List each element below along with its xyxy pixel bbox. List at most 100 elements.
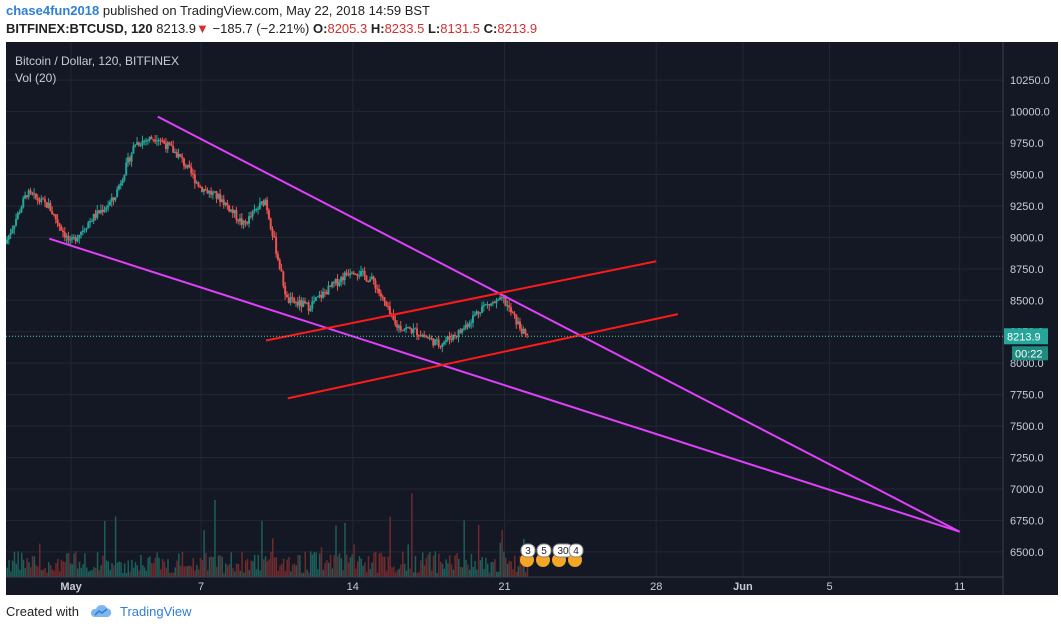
volume-bar [31, 556, 34, 577]
volume-bar [459, 566, 462, 577]
volume-bar [470, 553, 473, 577]
candle-body [220, 199, 223, 202]
candle-body [201, 187, 204, 192]
publish-info: chase4fun2018 published on TradingView.c… [6, 3, 430, 18]
volume-bar [351, 554, 353, 577]
volume-bar [170, 572, 173, 577]
volume-bar [194, 570, 196, 577]
price-chart[interactable]: 3 5 30 4 6500.06750.07000.07250.07500.07750… [6, 42, 1058, 595]
candle-body [504, 297, 507, 306]
candle-body [336, 278, 339, 286]
candle-body [107, 205, 110, 208]
candle-body [114, 197, 117, 201]
candle-body [42, 198, 45, 200]
trendline [157, 115, 961, 533]
candle-body [123, 174, 126, 181]
volume-bar [524, 572, 527, 577]
candle-body [520, 328, 523, 334]
candle-body [197, 182, 200, 187]
volume-bar [378, 553, 381, 577]
volume-bar [176, 560, 178, 577]
candle-body [285, 294, 288, 298]
candle-body [352, 272, 355, 275]
volume-bar [288, 556, 290, 577]
volume-bar [355, 568, 357, 577]
candle-body [464, 324, 467, 329]
volume-bar [477, 524, 480, 577]
candle-body [423, 334, 426, 337]
candle-body [269, 218, 272, 229]
volume-bar [414, 556, 417, 577]
volume-bar [214, 499, 216, 577]
volume-bar [327, 562, 330, 577]
candle-body [524, 329, 527, 334]
time-axis[interactable]: May 7 14 21 28 Jun 5 11 [60, 581, 965, 593]
candle-body [105, 207, 108, 210]
volume-bar [154, 557, 157, 577]
low-value: 8131.5 [440, 21, 481, 36]
chart-frame[interactable]: 3 5 30 4 6500.0 6750.0 7000.0 7250.0 7500.0 7750… [6, 42, 1058, 595]
volume-bar [365, 571, 368, 577]
volume-bar [161, 559, 164, 577]
volume-bar [320, 547, 323, 577]
volume-bar [134, 562, 137, 577]
volume-bar [183, 566, 186, 577]
volume-bar [506, 563, 509, 577]
candle-body [72, 236, 75, 238]
volume-bar [409, 568, 411, 577]
candle-body [175, 151, 178, 158]
trendlines[interactable] [49, 115, 961, 533]
volume-bar [405, 570, 408, 577]
candle-body [309, 308, 312, 311]
price-axis[interactable]: 6500.0 6750.0 7000.0 7250.0 7500.0 7750.0 8000… [6, 75, 1050, 559]
candle-body [434, 339, 437, 346]
candle-body [327, 285, 330, 295]
volume-bar [521, 565, 523, 577]
tradingview-link[interactable]: TradingView [120, 604, 192, 619]
volume-bar [210, 556, 213, 577]
candle-body [275, 237, 278, 254]
price-tick-label: 10000.0 [1010, 107, 1050, 119]
candle-body [51, 211, 54, 215]
volume-bar [505, 557, 507, 577]
candle-body [224, 202, 227, 205]
high-value: 8233.5 [384, 21, 425, 36]
volume-bar [116, 562, 119, 577]
event-badges[interactable]: 3 5 30 4 [520, 543, 584, 567]
candle-body [81, 230, 84, 233]
volume-bar [26, 558, 28, 577]
volume-bar [391, 567, 393, 577]
volume-bar [322, 569, 325, 577]
candle-body [517, 321, 520, 325]
candle-body [155, 140, 158, 142]
candle-body [282, 271, 285, 286]
trendline [287, 313, 679, 400]
volume-bar [349, 557, 352, 577]
candle-body [452, 334, 455, 340]
time-tick-label: 5 [827, 581, 833, 593]
candle-body [385, 301, 388, 306]
ohlc-bar: BITFINEX:BTCUSD, 120 8213.9▼ −185.7 (−2.… [6, 21, 537, 36]
author-link[interactable]: chase4fun2018 [6, 3, 100, 18]
volume-bar [114, 516, 117, 577]
volume-bar [326, 560, 328, 577]
volume-bar [494, 559, 496, 577]
volume-bar [467, 564, 469, 577]
candle-body [237, 219, 240, 222]
volume-bar [196, 565, 198, 577]
candle-body [80, 232, 83, 235]
volume-bar [95, 567, 97, 577]
volume-bar [228, 564, 231, 577]
volume-bar [8, 560, 10, 577]
candle-body [349, 273, 352, 276]
candle-body [217, 193, 220, 199]
candle-body [251, 211, 254, 217]
volume-bar [268, 559, 270, 577]
candle-body [92, 213, 95, 221]
volume-bar [167, 559, 169, 577]
candle-body [415, 328, 418, 336]
candle-body [462, 328, 465, 330]
candle-body [219, 193, 222, 202]
volume-bar [185, 566, 187, 577]
volume-bar [461, 567, 464, 577]
